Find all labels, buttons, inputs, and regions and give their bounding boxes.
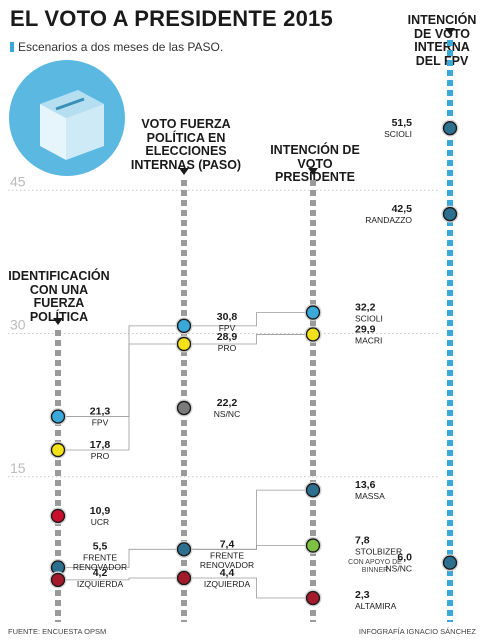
data-label-name: UCR bbox=[91, 517, 109, 527]
data-label-name: PRO bbox=[218, 343, 237, 353]
column-title-interna-fpv: INTENCIÓN DE VOTO INTERNA DEL FPV bbox=[407, 13, 477, 68]
title-main: EL VOTO A PRESIDENTE bbox=[10, 6, 277, 31]
data-point-identificacion-0 bbox=[50, 409, 66, 424]
column-title-paso: VOTO FUERZA POLÍTICA EN ELECCIONES INTER… bbox=[130, 117, 242, 172]
data-label-value: 30,8 bbox=[217, 311, 238, 323]
data-label-value: 2,3 bbox=[355, 589, 370, 601]
data-label-value: 5,5 bbox=[93, 540, 108, 552]
source-note: FUENTE: ENCUESTA OPSM bbox=[8, 627, 107, 636]
data-point-identificacion-4 bbox=[50, 572, 66, 588]
data-label-sub: CON APOYO DE bbox=[348, 559, 402, 566]
data-label-name: PRO bbox=[91, 451, 110, 461]
y-tick-label: 15 bbox=[10, 460, 26, 476]
column-arrow-paso bbox=[179, 168, 189, 175]
data-point-paso-4 bbox=[176, 570, 192, 586]
data-label-name: ALTAMIRA bbox=[355, 601, 397, 611]
data-point-paso-1 bbox=[176, 336, 192, 352]
data-label-value: 22,2 bbox=[217, 397, 238, 409]
data-point-interna_fpv-1 bbox=[442, 206, 458, 222]
data-point-paso-2 bbox=[176, 400, 192, 416]
subtitle-bullet bbox=[10, 42, 14, 52]
data-label-value: 51,5 bbox=[392, 117, 413, 129]
title-year: 2015 bbox=[283, 6, 333, 31]
column-title-identificacion: IDENTIFICACIÓN CON UNA FUERZA POLÍTICA bbox=[8, 269, 110, 324]
data-label-name: FPV bbox=[219, 323, 236, 333]
connector-line bbox=[66, 548, 176, 568]
ballot-box-icon bbox=[9, 60, 125, 176]
data-label-name: FPV bbox=[92, 418, 109, 428]
data-label-value: 4,4 bbox=[220, 567, 235, 579]
data-label-name: SCIOLI bbox=[384, 129, 412, 139]
subtitle-text: Escenarios a dos meses de las PASO. bbox=[18, 40, 224, 54]
column-arrow-presidente bbox=[308, 168, 318, 175]
data-label-value: 17,8 bbox=[90, 439, 111, 451]
data-label-name: RENOVADOR bbox=[73, 562, 127, 572]
data-label-name: MACRI bbox=[355, 335, 382, 345]
data-label-value: 13,6 bbox=[355, 479, 376, 491]
data-label-name: MASSA bbox=[355, 491, 385, 501]
data-label-value: 10,9 bbox=[90, 505, 111, 517]
data-label-name: STOLBIZER bbox=[355, 547, 402, 557]
data-point-presidente-1 bbox=[305, 327, 321, 342]
connector-line bbox=[66, 325, 176, 417]
credit-note: INFOGRAFÍA IGNACIO SÁNCHEZ bbox=[358, 627, 476, 636]
data-label-value: 29,9 bbox=[355, 323, 376, 335]
data-label-name: RENOVADOR bbox=[200, 560, 254, 570]
data-point-presidente-2 bbox=[305, 482, 321, 498]
data-label-value: 21,3 bbox=[90, 406, 111, 418]
connector-line bbox=[192, 334, 305, 345]
connector-line bbox=[192, 545, 305, 550]
column-title-presidente: INTENCIÓN DE VOTO PRESIDENTE bbox=[270, 143, 360, 184]
data-point-presidente-0 bbox=[305, 305, 321, 320]
data-label-value: 28,9 bbox=[217, 331, 238, 343]
column-arrow-identificacion bbox=[53, 318, 63, 325]
data-point-presidente-4 bbox=[305, 590, 321, 606]
data-label-name: RANDAZZO bbox=[365, 215, 412, 225]
column-arrow-interna_fpv bbox=[445, 28, 455, 35]
data-label-name: IZQUIERDA bbox=[204, 579, 251, 589]
data-label-value: 7,4 bbox=[220, 538, 235, 550]
chart-title: EL VOTO A PRESIDENTE 2015 bbox=[10, 6, 333, 32]
data-label-value: 7,8 bbox=[355, 535, 370, 547]
data-label-value: 6,0 bbox=[397, 552, 412, 564]
connector-line bbox=[66, 577, 176, 581]
connector-line bbox=[192, 312, 305, 327]
data-point-interna_fpv-0 bbox=[442, 120, 458, 136]
data-label-value: 4,2 bbox=[93, 567, 108, 579]
connector-line bbox=[192, 489, 305, 550]
y-tick-label: 45 bbox=[10, 173, 26, 189]
data-point-paso-3 bbox=[176, 542, 192, 557]
data-label-name: IZQUIERDA bbox=[77, 579, 124, 589]
data-label-value: 42,5 bbox=[392, 203, 413, 215]
data-point-presidente-3 bbox=[305, 538, 321, 553]
data-label-name: NS/NC bbox=[386, 564, 412, 574]
data-label-value: 32,2 bbox=[355, 301, 376, 313]
data-label-name: FRENTE bbox=[83, 552, 117, 562]
data-point-identificacion-1 bbox=[50, 442, 66, 458]
data-point-interna_fpv-2 bbox=[442, 555, 458, 570]
subtitle: Escenarios a dos meses de las PASO. bbox=[10, 40, 223, 54]
data-label-name: FRENTE bbox=[210, 550, 244, 560]
data-label-name: NS/NC bbox=[214, 409, 240, 419]
data-point-paso-0 bbox=[176, 318, 192, 334]
data-label-name: SCIOLI bbox=[355, 313, 383, 323]
connector-line bbox=[192, 577, 305, 599]
y-tick-label: 30 bbox=[10, 317, 26, 333]
data-label-sub: BINNER bbox=[362, 567, 388, 574]
connector-line bbox=[66, 343, 176, 451]
data-point-identificacion-2 bbox=[50, 508, 66, 524]
